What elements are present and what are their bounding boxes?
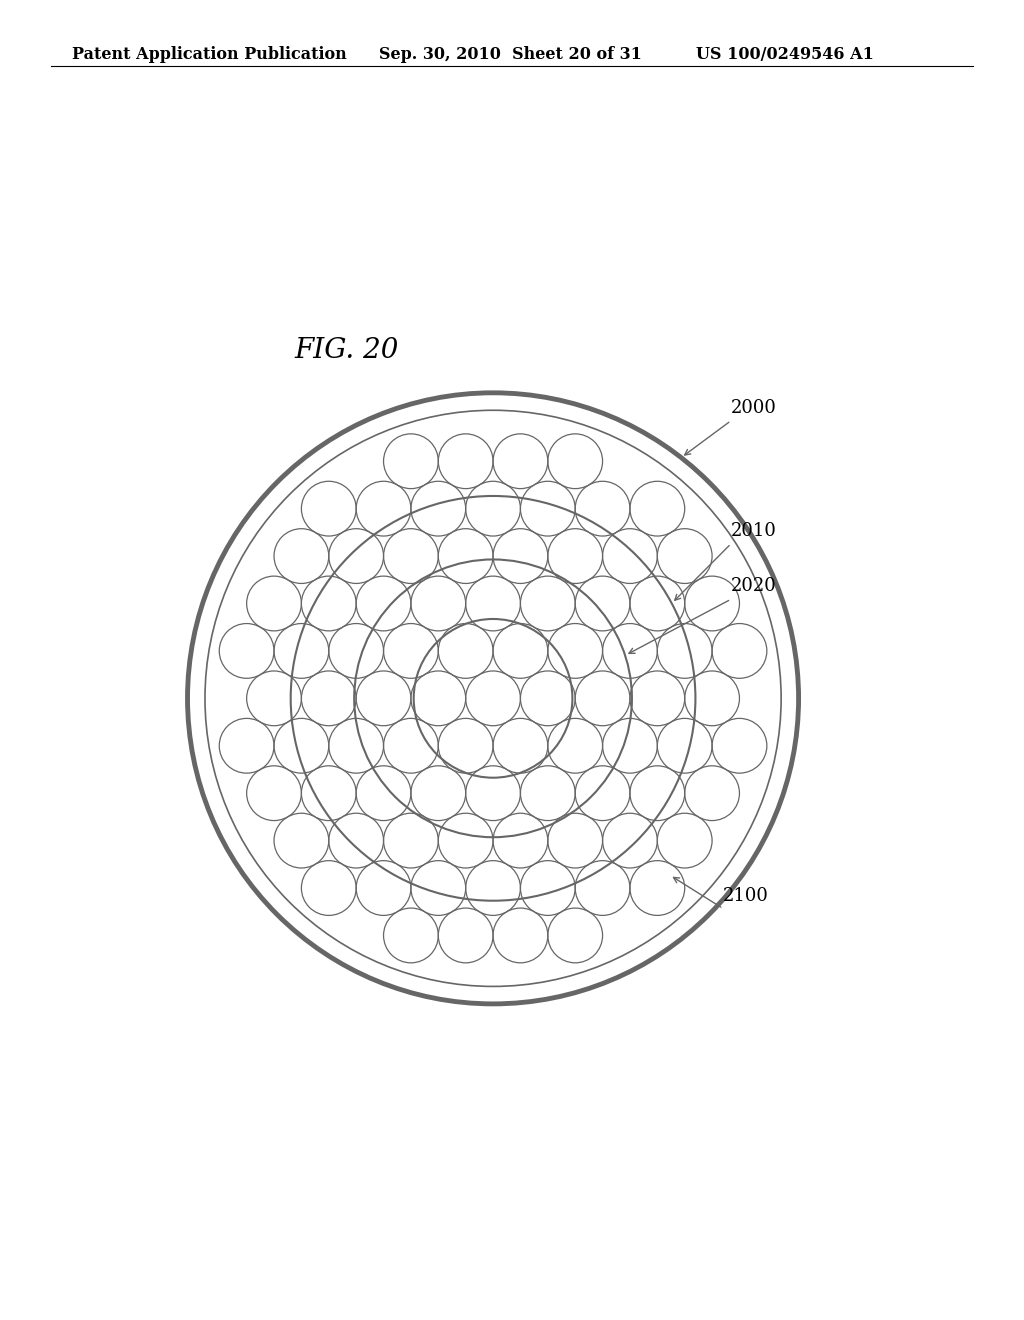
Text: FIG. 20: FIG. 20	[295, 337, 399, 364]
Text: 2010: 2010	[731, 521, 777, 540]
Text: 2000: 2000	[731, 399, 777, 417]
Text: 2020: 2020	[731, 577, 777, 595]
Text: Patent Application Publication: Patent Application Publication	[72, 46, 346, 63]
Text: US 100/0249546 A1: US 100/0249546 A1	[696, 46, 874, 63]
Text: Sep. 30, 2010  Sheet 20 of 31: Sep. 30, 2010 Sheet 20 of 31	[379, 46, 642, 63]
Text: 2100: 2100	[723, 887, 769, 904]
